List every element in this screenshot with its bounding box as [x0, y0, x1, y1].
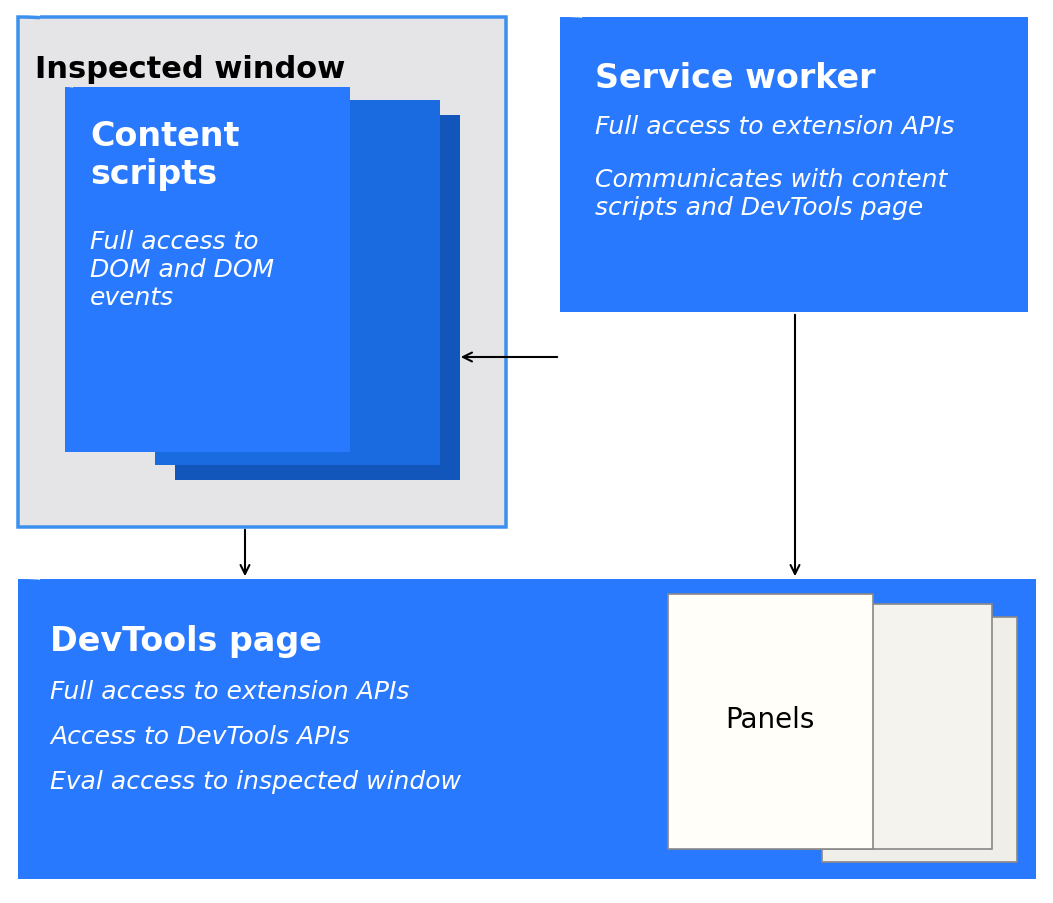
Text: Full access to extension APIs: Full access to extension APIs: [595, 115, 954, 139]
PathPatch shape: [18, 580, 1036, 879]
Text: Communicates with content
scripts and DevTools page: Communicates with content scripts and De…: [595, 168, 948, 219]
Text: Inspected window: Inspected window: [35, 55, 345, 84]
Text: Access to DevTools APIs: Access to DevTools APIs: [49, 724, 350, 749]
Text: Content
scripts: Content scripts: [90, 120, 239, 191]
PathPatch shape: [65, 88, 350, 452]
Bar: [668, 594, 873, 849]
Bar: [822, 618, 1017, 862]
Bar: [797, 604, 992, 849]
Text: Full access to
DOM and DOM
events: Full access to DOM and DOM events: [90, 229, 274, 309]
PathPatch shape: [175, 116, 460, 480]
Text: DevTools page: DevTools page: [49, 624, 322, 657]
Text: Eval access to inspected window: Eval access to inspected window: [49, 769, 461, 793]
Text: Panels: Panels: [726, 705, 815, 733]
Text: Full access to extension APIs: Full access to extension APIs: [49, 679, 410, 703]
Text: Service worker: Service worker: [595, 62, 875, 95]
PathPatch shape: [560, 18, 1028, 312]
PathPatch shape: [18, 18, 506, 527]
PathPatch shape: [155, 101, 440, 465]
